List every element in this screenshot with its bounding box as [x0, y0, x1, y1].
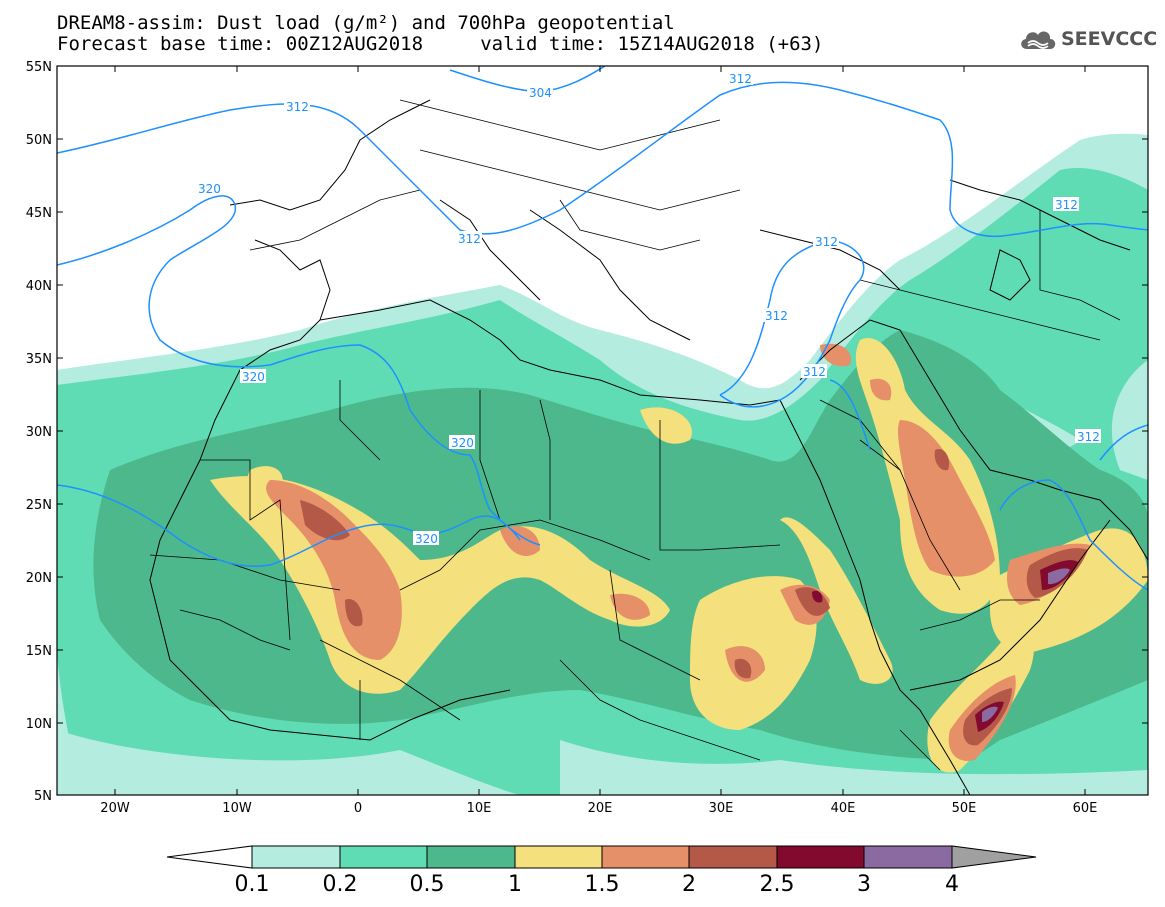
colorbar-label: 4 — [945, 872, 959, 897]
lat-label: 15N — [26, 644, 52, 659]
colorbar-label: 0.1 — [234, 872, 270, 897]
longitude-labels: 20W 10W 0 10E 20E 30E 40E 50E 60E — [100, 801, 1097, 816]
lat-label: 40N — [26, 279, 52, 294]
lat-label: 30N — [26, 425, 52, 440]
lon-label: 20W — [100, 801, 130, 816]
colorbar-swatch — [776, 845, 865, 869]
dust-band-10 — [990, 528, 1148, 653]
colorbar-lower-triangle — [166, 845, 253, 869]
dust-band-20 — [934, 449, 950, 471]
colorbar-label: 1 — [508, 872, 522, 897]
lon-label: 30E — [709, 801, 734, 816]
contour-label: 312 — [765, 309, 788, 323]
lat-label: 25N — [26, 498, 52, 513]
lat-label: 55N — [26, 60, 52, 75]
contour-label: 312 — [458, 232, 481, 246]
contour-label: 304 — [529, 86, 552, 100]
contour-label: 312 — [286, 100, 309, 114]
latitude-labels: 55N 50N 45N 40N 35N 30N 25N 20N 15N 10N … — [26, 60, 52, 804]
contour-labels: 304 312 312 312 312 312 312 312 312 320 … — [196, 71, 1101, 546]
dust-band-20 — [734, 658, 752, 679]
colorbar-label: 2.5 — [759, 872, 795, 897]
dust-band-10 — [780, 517, 893, 684]
map-subtitle: Forecast base time: 00Z12AUG2018 valid t… — [57, 33, 824, 55]
colorbar-swatch — [426, 845, 516, 869]
dust-band-15 — [870, 378, 892, 401]
colorbar-swatch — [251, 845, 341, 869]
colorbar-label: 0.5 — [409, 872, 445, 897]
contour-label: 320 — [451, 436, 474, 450]
colorbar-swatch — [688, 845, 778, 869]
lon-label: 40E — [831, 801, 856, 816]
contour-label: 312 — [815, 235, 838, 249]
seevccc-logo: SEEVCCC — [1018, 26, 1157, 52]
tick-marks — [57, 65, 1148, 795]
dust-band-10 — [640, 407, 692, 444]
contour-label: 320 — [242, 370, 265, 384]
lon-label: 0 — [354, 801, 362, 816]
dust-band-15 — [897, 420, 995, 577]
lon-label: 10E — [467, 801, 492, 816]
colorbar — [166, 845, 1037, 869]
lat-label: 5N — [34, 789, 52, 804]
borders — [149, 99, 1121, 771]
contour-label: 320 — [415, 532, 438, 546]
dust-field — [57, 66, 1148, 795]
colorbar-swatch — [514, 845, 603, 869]
dust-band-15 — [266, 480, 402, 660]
map-title: DREAM8-assim: Dust load (g/m²) and 700hP… — [57, 12, 675, 34]
contour-label: 320 — [198, 182, 221, 196]
lat-label: 20N — [26, 571, 52, 586]
colorbar-label: 3 — [857, 872, 871, 897]
lat-label: 10N — [26, 717, 52, 732]
dust-band-15 — [820, 343, 851, 367]
lon-label: 20E — [588, 801, 613, 816]
colorbar-swatch — [863, 845, 953, 869]
lon-label: 50E — [952, 801, 977, 816]
colorbar-swatch — [601, 845, 690, 869]
dust-band-30 — [1048, 568, 1070, 585]
geopotential-contours — [57, 66, 1148, 591]
dust-band-01 — [57, 730, 520, 795]
lon-label: 60E — [1073, 801, 1098, 816]
dust-band-20 — [345, 599, 363, 627]
dust-band-30 — [982, 706, 998, 722]
colorbar-label: 2 — [682, 872, 696, 897]
lat-label: 35N — [26, 352, 52, 367]
dust-band-15 — [500, 526, 540, 556]
logo-text: SEEVCCC — [1061, 28, 1158, 50]
cloud-icon — [1021, 31, 1056, 49]
dust-band-01 — [560, 740, 1148, 795]
dust-band-25 — [812, 590, 823, 603]
contour-label: 312 — [1077, 430, 1100, 444]
coastlines — [149, 99, 1148, 795]
lat-label: 50N — [26, 133, 52, 148]
dust-band-20 — [300, 500, 350, 541]
contour-label: 312 — [729, 72, 752, 86]
contour-label: 312 — [1055, 198, 1078, 212]
lon-label: 10W — [222, 801, 252, 816]
dust-band-15 — [610, 593, 650, 620]
contour-label: 312 — [803, 365, 826, 379]
colorbar-swatch — [339, 845, 428, 869]
colorbar-label: 0.2 — [322, 872, 358, 897]
colorbar-label: 1.5 — [584, 872, 620, 897]
lat-label: 45N — [26, 206, 52, 221]
colorbar-upper-triangle — [951, 845, 1037, 869]
